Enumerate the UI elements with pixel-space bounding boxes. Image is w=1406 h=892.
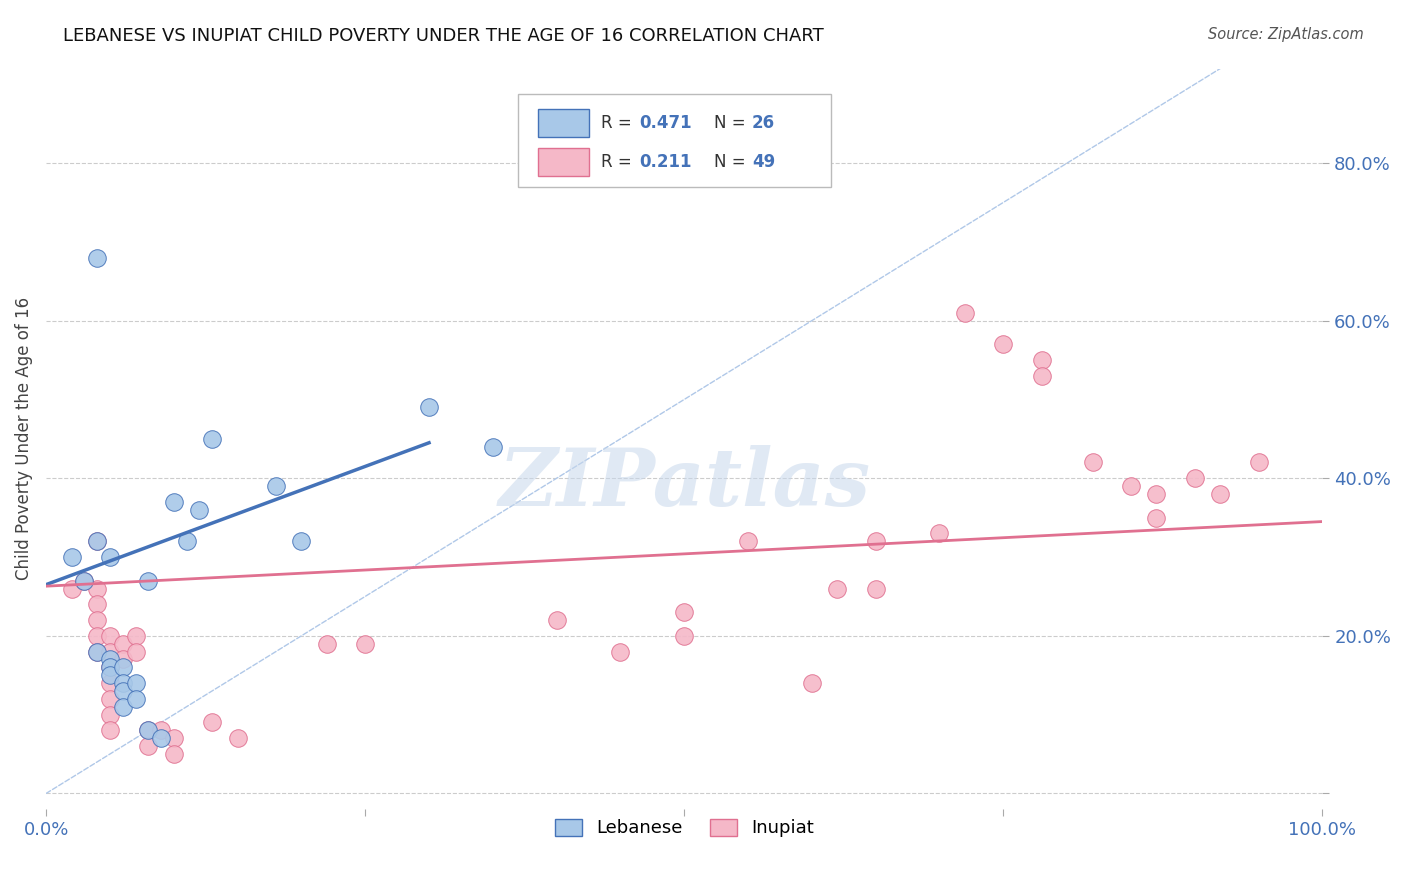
Point [176, 534, 198, 549]
Point [86, 534, 108, 549]
Y-axis label: Child Poverty Under the Age of 16: Child Poverty Under the Age of 16 [15, 297, 32, 581]
Point [201, 432, 224, 446]
Point [98, 629, 121, 643]
Point [1119, 479, 1142, 493]
Point [60, 549, 83, 564]
Point [1184, 471, 1206, 485]
Point [111, 684, 134, 698]
Point [124, 691, 146, 706]
Point [1031, 368, 1053, 383]
Point [418, 401, 440, 415]
Point [1209, 487, 1232, 501]
Point [136, 723, 159, 738]
Point [73, 574, 96, 588]
Point [827, 582, 849, 596]
Point [546, 613, 568, 627]
Point [737, 534, 759, 549]
Point [290, 534, 312, 549]
Point [1247, 455, 1270, 469]
Text: ZIPatlas: ZIPatlas [498, 444, 870, 522]
Text: N =: N = [714, 114, 751, 132]
Point [1081, 455, 1104, 469]
Point [188, 502, 211, 516]
Point [673, 605, 696, 619]
FancyBboxPatch shape [519, 95, 831, 187]
FancyBboxPatch shape [537, 148, 589, 176]
Point [98, 652, 121, 666]
Point [264, 479, 287, 493]
Text: Source: ZipAtlas.com: Source: ZipAtlas.com [1208, 27, 1364, 42]
Point [98, 660, 121, 674]
Point [1144, 510, 1167, 524]
Point [150, 723, 173, 738]
Point [136, 574, 159, 588]
Point [865, 582, 887, 596]
Point [953, 306, 976, 320]
Text: R =: R = [602, 153, 637, 171]
Point [111, 637, 134, 651]
Point [1031, 353, 1053, 368]
Text: LEBANESE VS INUPIAT CHILD POVERTY UNDER THE AGE OF 16 CORRELATION CHART: LEBANESE VS INUPIAT CHILD POVERTY UNDER … [63, 27, 824, 45]
Point [124, 644, 146, 658]
Text: 0.471: 0.471 [640, 114, 692, 132]
Point [1144, 487, 1167, 501]
Point [98, 676, 121, 690]
Point [111, 660, 134, 674]
Point [354, 637, 377, 651]
Point [150, 731, 173, 746]
Point [124, 629, 146, 643]
Point [86, 629, 108, 643]
Point [124, 676, 146, 690]
Point [98, 660, 121, 674]
Point [98, 644, 121, 658]
FancyBboxPatch shape [537, 109, 589, 137]
Point [993, 337, 1015, 351]
Point [86, 534, 108, 549]
Text: 49: 49 [752, 153, 775, 171]
Point [98, 668, 121, 682]
Text: R =: R = [602, 114, 637, 132]
Point [136, 723, 159, 738]
Point [86, 644, 108, 658]
Point [86, 251, 108, 265]
Point [73, 574, 96, 588]
Point [111, 652, 134, 666]
Point [928, 526, 950, 541]
Point [673, 629, 696, 643]
Point [98, 549, 121, 564]
Point [201, 715, 224, 730]
Point [111, 699, 134, 714]
Point [800, 676, 823, 690]
Text: 26: 26 [752, 114, 775, 132]
Point [98, 707, 121, 722]
Point [111, 676, 134, 690]
Point [163, 747, 186, 761]
Point [86, 597, 108, 611]
Point [163, 495, 186, 509]
Point [136, 739, 159, 753]
Text: 0.211: 0.211 [640, 153, 692, 171]
Legend: Lebanese, Inupiat: Lebanese, Inupiat [547, 812, 821, 845]
Point [86, 613, 108, 627]
Point [226, 731, 249, 746]
Point [86, 582, 108, 596]
Point [86, 644, 108, 658]
Point [60, 582, 83, 596]
Point [865, 534, 887, 549]
Point [98, 691, 121, 706]
Text: N =: N = [714, 153, 751, 171]
Point [482, 440, 505, 454]
Point [163, 731, 186, 746]
Point [98, 723, 121, 738]
Point [609, 644, 631, 658]
Point [316, 637, 339, 651]
